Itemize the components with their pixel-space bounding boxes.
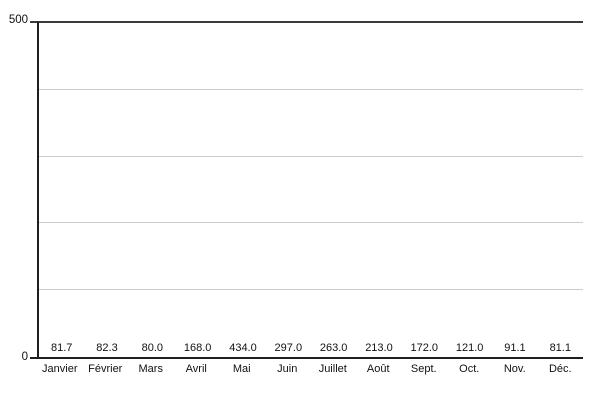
grid-layer (39, 23, 583, 357)
bar-value-label: 434.0 (229, 342, 257, 354)
bar-slot: 213.0 (356, 342, 401, 357)
gridline-300 (39, 155, 583, 157)
bar-slot: 81.1 (538, 342, 583, 357)
bar-slot: 91.1 (492, 342, 537, 357)
x-axis-labels: Janvier Février Mars Avril Mai Juin Juillet Aoû… (37, 363, 583, 375)
y-axis-min-label: 0 (21, 351, 28, 363)
gridline-400 (39, 88, 583, 90)
bar-slot: 172.0 (402, 342, 447, 357)
gridline-100 (39, 289, 583, 291)
bar-slot: 121.0 (447, 342, 492, 357)
x-axis-label: Janvier (42, 363, 78, 375)
bar-value-label: 172.0 (410, 342, 439, 354)
x-axis-label: Août (366, 363, 390, 375)
bar-value-label: 297.0 (274, 342, 303, 354)
plot-area: 81.7 82.3 80.0 168.0 434.0 297.0 263.0 213.0 172… (37, 21, 583, 359)
gridline-200 (39, 222, 583, 224)
x-axis-label: Mai (232, 363, 251, 375)
x-axis-label: Mars (138, 363, 163, 375)
x-axis-label: Juin (277, 363, 298, 375)
bar-slot: 168.0 (175, 342, 220, 357)
bar-value-label: 263.0 (319, 342, 348, 354)
bar-value-label: 121.0 (455, 342, 484, 354)
x-axis-label: Juillet (318, 363, 347, 375)
bar-value-label: 91.1 (504, 342, 526, 354)
bar-value-label: 168.0 (183, 342, 212, 354)
bar-slot: 82.3 (84, 342, 129, 357)
x-axis-label: Avril (185, 363, 207, 375)
bar-slot: 297.0 (266, 342, 311, 357)
x-axis-label: Sept. (410, 363, 437, 375)
x-axis-label: Oct. (459, 363, 480, 375)
x-axis-label: Février (88, 363, 123, 375)
bar-value-label: 80.0 (141, 342, 164, 354)
bar-slot: 434.0 (220, 342, 265, 357)
bar-value-label: 82.3 (96, 342, 118, 354)
bar-slot: 80.0 (130, 342, 175, 357)
bar-value-label: 81.7 (50, 342, 73, 354)
y-axis-max-label: 500 (8, 14, 28, 26)
y-axis-bottom-tick (30, 357, 37, 359)
bar-value-label: 213.0 (365, 342, 393, 354)
bar-slot: 81.7 (39, 342, 84, 357)
bars-container: 81.7 82.3 80.0 168.0 434.0 297.0 263.0 213.0 172… (39, 23, 583, 357)
x-axis-label: Déc. (548, 363, 572, 375)
y-axis-top-tick (30, 21, 37, 23)
bar-slot: 263.0 (311, 342, 356, 357)
bar-value-label: 81.1 (549, 342, 571, 354)
x-axis-label: Nov. (503, 363, 526, 375)
